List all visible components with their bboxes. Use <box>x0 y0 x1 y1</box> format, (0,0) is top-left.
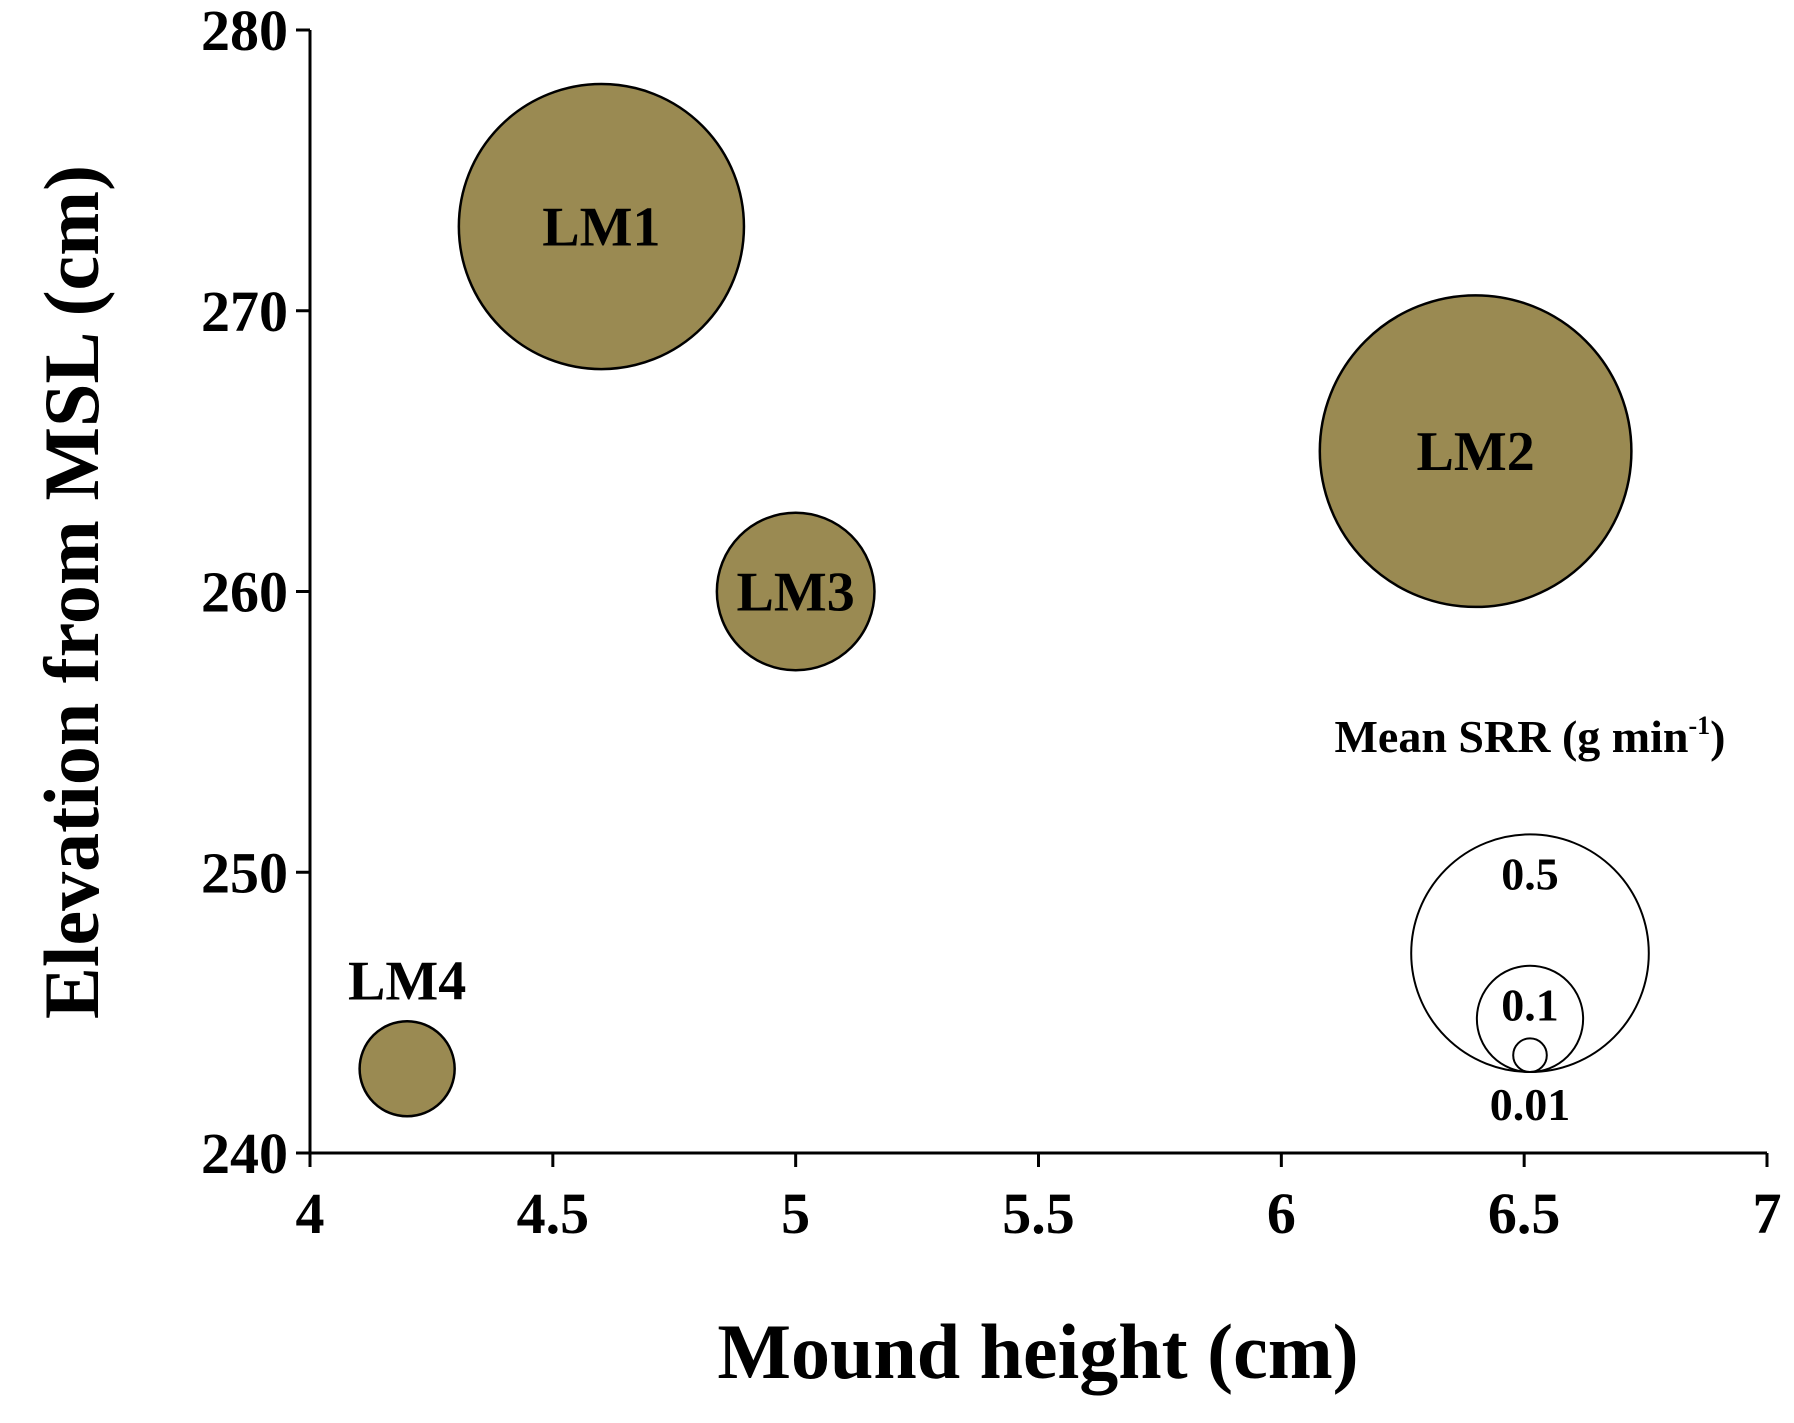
legend-circles: 0.5 0.1 0.01 <box>1410 833 1650 1130</box>
legend-label-0-1: 0.1 <box>1501 980 1559 1031</box>
y-tick-label: 280 <box>201 0 288 63</box>
y-axis-title: Elevation from MSL (cm) <box>28 165 115 1019</box>
x-tick-label: 7 <box>1753 1181 1782 1246</box>
y-ticks: 240 250 260 270 280 <box>201 0 310 1186</box>
bubble-label-lm3: LM3 <box>737 562 855 624</box>
y-tick-label: 270 <box>201 279 288 344</box>
legend-title: Mean SRR (g min-1) <box>1335 711 1726 762</box>
bubble-label-lm2: LM2 <box>1416 421 1534 483</box>
x-tick-label: 6.5 <box>1488 1181 1561 1246</box>
bubble-lm4 <box>358 1020 456 1118</box>
size-legend: Mean SRR (g min-1) 0.5 0.1 0.01 <box>1335 711 1726 1130</box>
bubble-label-lm4: LM4 <box>348 950 466 1012</box>
bubble-lm1 <box>457 82 746 371</box>
x-ticks: 4 4.5 5 5.5 6 6.5 7 <box>296 1153 1782 1246</box>
bubble-label-lm1: LM1 <box>542 197 660 259</box>
x-tick-label: 4.5 <box>517 1181 590 1246</box>
x-tick-label: 4 <box>296 1181 325 1246</box>
x-tick-label: 5.5 <box>1002 1181 1075 1246</box>
legend-circle-0-01 <box>1512 1037 1548 1073</box>
bubble-lm3 <box>715 511 876 672</box>
legend-label-0-01: 0.01 <box>1490 1079 1571 1130</box>
legend-label-0-5: 0.5 <box>1501 848 1559 899</box>
y-tick-label: 240 <box>201 1121 288 1186</box>
bubbles: LM1 LM2 LM3 LM4 <box>348 82 1633 1118</box>
x-tick-label: 5 <box>781 1181 810 1246</box>
x-axis-title: Mound height (cm) <box>717 1308 1358 1395</box>
y-tick-label: 250 <box>201 840 288 905</box>
bubble-lm2 <box>1318 294 1633 609</box>
x-tick-label: 6 <box>1267 1181 1296 1246</box>
y-tick-label: 260 <box>201 560 288 625</box>
